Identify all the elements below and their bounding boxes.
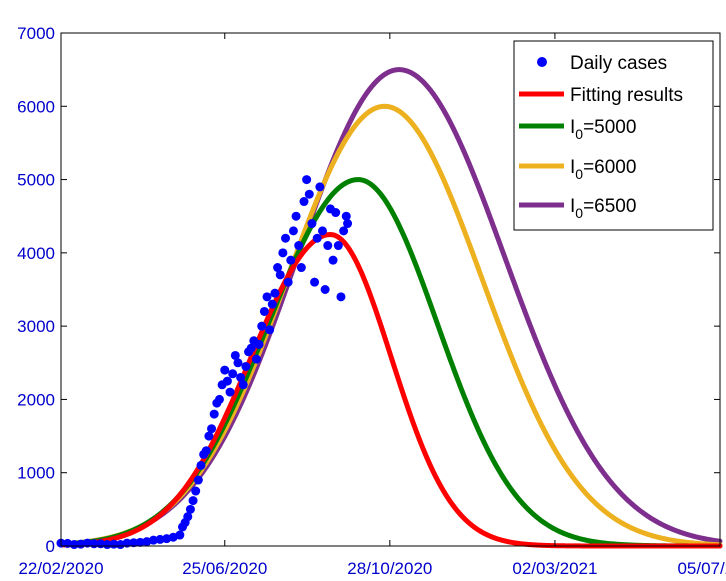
y-tick-label: 0 bbox=[46, 537, 55, 556]
daily-cases-point bbox=[193, 475, 203, 485]
daily-cases-point bbox=[312, 233, 322, 243]
legend-label-i0-6500: I0=6500 bbox=[570, 196, 636, 221]
daily-cases-point bbox=[246, 343, 256, 353]
legend-label-daily-cases: Daily cases bbox=[570, 53, 667, 74]
x-tick-label: 22/02/2020 bbox=[18, 559, 103, 578]
daily-cases-point bbox=[214, 394, 224, 404]
daily-cases-point bbox=[320, 285, 330, 294]
series-line-fitting-results bbox=[58, 232, 723, 549]
daily-cases-point bbox=[233, 358, 243, 368]
daily-cases-point bbox=[238, 380, 248, 390]
daily-cases-point bbox=[257, 321, 267, 331]
daily-cases-point bbox=[288, 226, 298, 236]
daily-cases-point bbox=[323, 241, 333, 251]
daily-cases-point bbox=[273, 263, 283, 273]
daily-cases-point bbox=[262, 292, 272, 302]
legend-marker-daily-cases bbox=[537, 57, 547, 67]
daily-cases-point bbox=[102, 540, 112, 550]
daily-cases-point bbox=[175, 530, 185, 540]
daily-cases-point bbox=[254, 339, 264, 349]
daily-cases-point bbox=[302, 175, 312, 185]
daily-cases-point bbox=[328, 255, 338, 265]
daily-cases-point bbox=[339, 226, 349, 236]
daily-cases-point bbox=[155, 534, 165, 544]
daily-cases-point bbox=[283, 277, 293, 287]
tick-marks bbox=[60, 32, 721, 547]
x-tick-label: 02/03/2021 bbox=[512, 559, 597, 578]
legend-label-fitting-results: Fitting results bbox=[570, 85, 683, 106]
y-tick-label: 3000 bbox=[17, 317, 55, 336]
plot-area-frame bbox=[60, 32, 721, 547]
daily-cases-point bbox=[275, 270, 285, 280]
daily-cases-point bbox=[267, 299, 277, 309]
daily-cases-point bbox=[281, 233, 291, 243]
x-axis-tick-labels: 22/02/2020 25/06/2020 28/10/2020 02/03/2021… bbox=[18, 559, 726, 578]
daily-cases-point bbox=[183, 512, 193, 522]
daily-cases-point bbox=[191, 486, 201, 496]
daily-cases-point bbox=[259, 306, 269, 316]
legend-box bbox=[513, 40, 714, 231]
x-tick-label: 28/10/2020 bbox=[347, 559, 432, 578]
daily-cases-point bbox=[336, 292, 346, 302]
daily-cases-point bbox=[82, 538, 92, 548]
daily-cases-point bbox=[204, 431, 214, 441]
daily-cases-point bbox=[265, 325, 275, 335]
x-tick-label: 05/07/2021 bbox=[677, 559, 726, 578]
daily-cases-point bbox=[222, 376, 232, 386]
daily-cases-point bbox=[291, 211, 301, 221]
daily-cases-point bbox=[135, 537, 145, 547]
daily-cases-point bbox=[331, 208, 341, 218]
legend-label-i0-6000: I0=6000 bbox=[570, 157, 636, 182]
y-axis-tick-labels: 0 1000 2000 3000 4000 5000 6000 7000 bbox=[17, 24, 55, 556]
daily-cases-point bbox=[129, 538, 139, 548]
daily-cases-point bbox=[220, 365, 230, 375]
daily-cases-point bbox=[122, 538, 132, 548]
y-tick-label: 5000 bbox=[17, 171, 55, 190]
daily-cases-point bbox=[230, 350, 240, 360]
daily-cases-point bbox=[209, 409, 219, 419]
daily-cases-point bbox=[270, 288, 280, 298]
daily-cases-point bbox=[333, 241, 343, 251]
daily-cases-point bbox=[241, 361, 251, 371]
daily-cases-point bbox=[307, 219, 317, 229]
daily-cases-point bbox=[201, 446, 211, 456]
daily-cases-point bbox=[278, 248, 288, 258]
daily-cases-point bbox=[299, 197, 309, 207]
daily-cases-point bbox=[304, 189, 314, 199]
daily-cases-point bbox=[228, 369, 238, 379]
daily-cases-point bbox=[310, 277, 320, 287]
daily-cases-point bbox=[69, 540, 79, 550]
y-tick-label: 2000 bbox=[17, 390, 55, 409]
series-layer bbox=[56, 67, 723, 550]
legend-label-i0-5000: I0=5000 bbox=[570, 117, 636, 142]
daily-cases-point bbox=[148, 535, 158, 545]
daily-cases-point bbox=[225, 387, 235, 397]
legend: Daily cases Fitting results I0=5000 I0=6… bbox=[513, 40, 714, 231]
daily-cases-point bbox=[236, 372, 246, 382]
daily-cases-point bbox=[317, 226, 327, 236]
daily-cases-point bbox=[251, 354, 261, 364]
x-tick-label: 25/06/2020 bbox=[182, 559, 267, 578]
y-tick-label: 4000 bbox=[17, 244, 55, 263]
daily-cases-point bbox=[188, 496, 198, 506]
daily-cases-point bbox=[343, 219, 353, 229]
y-tick-label: 7000 bbox=[17, 24, 55, 43]
daily-cases-point bbox=[315, 182, 325, 192]
daily-cases-point bbox=[294, 241, 304, 251]
daily-cases-point bbox=[185, 504, 195, 514]
daily-cases-point bbox=[341, 211, 351, 221]
daily-cases-point bbox=[286, 255, 296, 265]
daily-cases-point bbox=[207, 424, 217, 434]
daily-cases-point bbox=[196, 460, 206, 470]
daily-cases-point bbox=[296, 263, 306, 273]
y-tick-label: 6000 bbox=[17, 97, 55, 116]
y-tick-label: 1000 bbox=[17, 464, 55, 483]
